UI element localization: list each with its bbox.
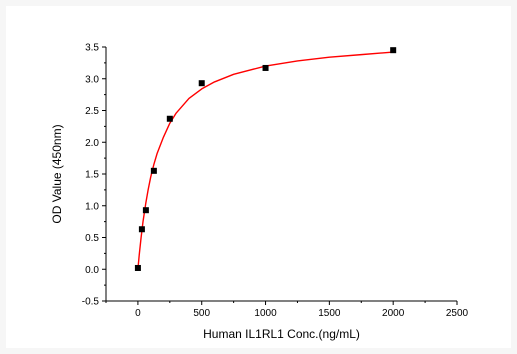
- chart-canvas: 0 500 1000 1500 2000 2500 -0.5 0.0 0.5 1.0 1.5 2.0 2…: [6, 6, 511, 348]
- x-tick-label: 2500: [446, 308, 469, 319]
- y-tick-label: 0.5: [85, 233, 99, 244]
- fit-curve-line: [137, 51, 394, 270]
- y-tick-label: -0.5: [82, 297, 100, 308]
- data-point: [262, 64, 269, 71]
- data-point: [150, 167, 157, 174]
- x-tick-label: 1500: [318, 308, 341, 319]
- data-point: [142, 207, 149, 214]
- x-tick-label: 500: [193, 308, 210, 319]
- y-tick-label: 1.5: [85, 170, 99, 181]
- x-tick-label: 2000: [382, 308, 405, 319]
- data-point: [134, 264, 141, 271]
- data-point: [198, 80, 205, 87]
- y-tick-label: 2.0: [85, 138, 99, 149]
- data-point: [390, 47, 397, 54]
- y-tick-label: 2.5: [85, 106, 99, 117]
- y-tick-label: 3.0: [85, 74, 99, 85]
- x-axis-title: Human IL1RL1 Conc.(ng/mL): [203, 327, 360, 341]
- y-tick-label: 3.5: [85, 43, 99, 54]
- axes: 0 500 1000 1500 2000 2500 -0.5 0.0 0.5 1.0 1.5 2.0 2…: [82, 43, 469, 320]
- y-axis-title: OD Value (450nm): [50, 124, 64, 223]
- y-tick-label: 0.0: [85, 265, 99, 276]
- fit-curve-layer: [137, 51, 394, 270]
- chart: 0 500 1000 1500 2000 2500 -0.5 0.0 0.5 1.0 1.5 2.0 2…: [50, 43, 469, 342]
- x-tick-label: 0: [135, 308, 141, 319]
- y-tick-label: 1.0: [85, 201, 99, 212]
- data-point: [166, 115, 173, 122]
- data-point: [138, 226, 145, 233]
- x-tick-label: 1000: [254, 308, 277, 319]
- data-points-layer: [134, 47, 397, 271]
